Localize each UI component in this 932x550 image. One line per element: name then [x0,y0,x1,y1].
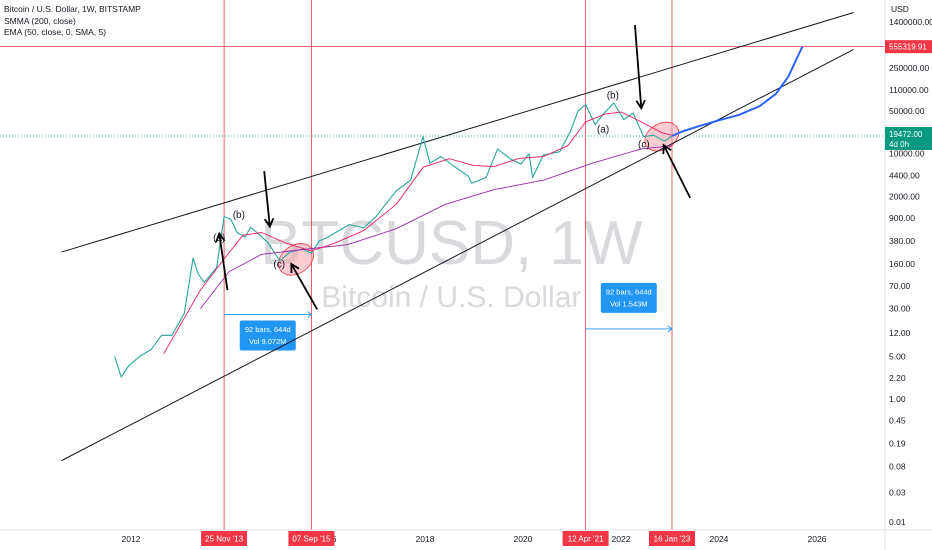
wave-label-1: (a) [213,233,225,244]
channel-lower-line[interactable] [61,49,854,462]
measure-2[interactable]: 92 bars, 644d Vol 1.543M [585,282,673,333]
horizontal-levels [0,46,885,137]
price-tick-label: 50000.00 [889,106,925,116]
chart-legend: Bitcoin / U.S. Dollar, 1W, BITSTAMP SMMA… [4,4,141,39]
legend-ema[interactable]: EMA (50, close, 0, SMA, 5) [4,27,107,37]
legend-title[interactable]: Bitcoin / U.S. Dollar, 1W, BITSTAMP [4,4,141,14]
price-tick-label: 2000.00 [889,192,920,202]
measure-arrowhead [307,311,313,318]
price-tick-label: 5.00 [889,351,906,361]
date-tag-2 [288,531,335,546]
price-tick-label: 0.03 [889,488,906,498]
legend-smma[interactable]: SMMA (200, close) [4,15,76,26]
time-tick-label: 2012 [122,534,141,544]
arrow-head [264,217,275,229]
target-price-tag [885,40,932,54]
ema-line [163,111,673,355]
price-tick-label: 12.00 [889,328,911,338]
measure-label-bars: 92 bars, 644d [245,325,291,334]
price-tick-label: 900.00 [889,213,915,223]
price-tick-label: 70.00 [889,281,911,291]
time-tick-label: 2018 [416,534,435,544]
arrow-shaft [218,233,229,291]
time-tick-label: 2020 [514,534,533,544]
date-tag-4 [648,531,695,546]
date-tag-label-1: 25 Nov '13 [205,535,244,544]
price-tick-label: 0.01 [889,517,906,527]
date-tag-label-2: 07 Sep '15 [292,535,331,544]
arrow-c-2022 [662,143,692,199]
annotation-arrows [215,24,692,310]
watermark-name: Bitcoin / U.S. Dollar [321,281,581,314]
bar-countdown-label: 4d 0h [889,140,909,149]
price-tick-label: 0.08 [889,462,906,472]
date-tag-label-4: 16 Jan '23 [654,535,691,544]
wave-label-2: (b) [233,210,245,221]
measure-1[interactable]: 92 bars, 644d Vol 9.072M [224,311,313,351]
wave-labels: (a) (b) (c) (a) (b) (c) [213,90,650,270]
price-tick-label: 2.20 [889,373,906,383]
arrow-b-2022 [634,24,646,111]
time-tick-label: 2024 [709,534,728,544]
arrow-shaft [662,144,692,199]
arrow-head [635,99,646,111]
measure-label-volume: Vol 9.072M [249,337,287,346]
date-tag-label-3: 12 Apr '21 [568,535,604,544]
smma-line [200,145,673,309]
measure-arrowhead [667,325,673,333]
current-price-tag [885,126,932,150]
price-tick-label: 4400.00 [889,171,920,181]
date-tag-3 [562,531,609,546]
bar-range-measures[interactable]: 92 bars, 644d Vol 9.072M 92 bars, 644d Vol … [224,282,673,351]
price-tick-label: 10000.00 [889,149,925,159]
price-series [114,46,804,378]
arrow-a-2014 [215,231,229,291]
arrow-shaft [634,24,643,109]
projection-line [671,46,804,137]
target-price-tag-label: 555319.91 [889,43,927,52]
price-line [114,102,673,378]
arrow-c-2015 [290,262,318,310]
arrow-head [290,262,300,273]
time-tick-label: 2022 [612,534,631,544]
time-tick-label: 2026 [808,534,827,544]
arrow-head [662,143,672,155]
price-tick-label: 110000.00 [889,85,929,95]
trend-channel[interactable] [61,12,854,462]
date-tag-1 [201,531,248,546]
wave-label-3: (c) [273,260,285,271]
current-price-tag-label: 19472.00 [889,130,923,139]
price-tick-label: 1400000.00 [889,17,932,27]
arrow-head [215,231,226,243]
price-tick-label: 160.00 [889,259,915,269]
measure-label-volume: Vol 1.543M [610,299,648,308]
price-tick-label: 1.00 [889,394,906,404]
wave-label-5: (b) [607,90,619,101]
measure-label-box [600,282,657,313]
arrow-b-2014 [263,171,275,229]
arrow-shaft [290,263,318,310]
price-tick-label: 0.19 [889,439,906,449]
wave-label-6: (c) [638,140,650,151]
price-axis-currency: USD [891,4,909,14]
wave-label-4: (a) [597,125,609,136]
arrow-shaft [263,171,271,227]
price-tick-label: 380.00 [889,236,915,246]
measure-label-box [239,320,296,351]
channel-upper-line[interactable] [61,12,854,253]
price-tick-label: 0.45 [889,416,906,426]
measure-label-bars: 92 bars, 644d [606,287,652,296]
watermark-symbol: BTCUSD, 1W [260,209,643,278]
price-tick-label: 250000.00 [889,63,929,73]
price-tick-label: 30.00 [889,304,911,314]
